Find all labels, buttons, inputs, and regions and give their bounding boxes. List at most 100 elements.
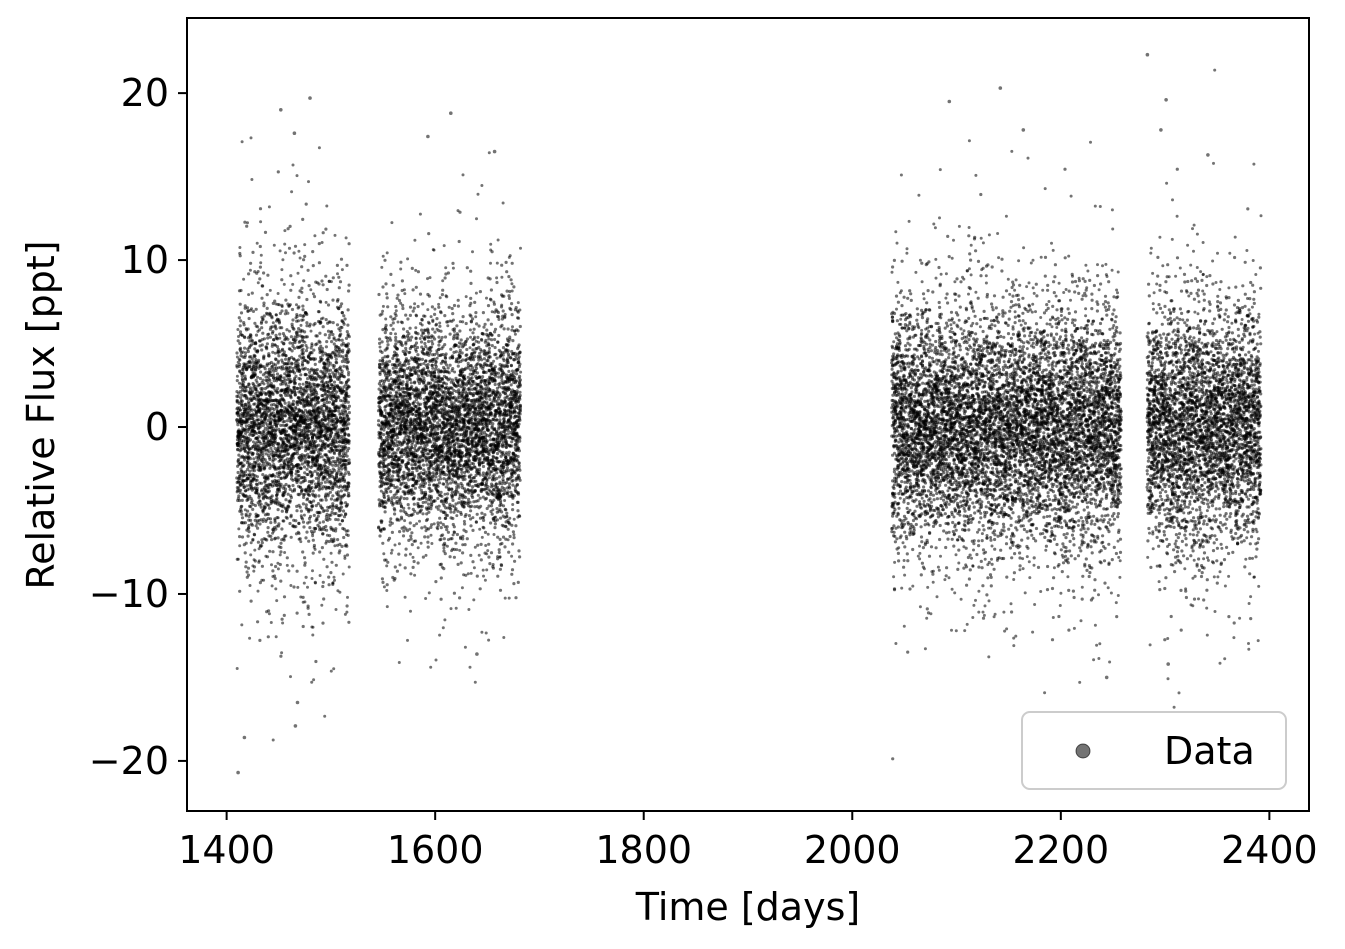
- data-point: [257, 435, 261, 439]
- data-point: [328, 475, 332, 479]
- data-point: [391, 474, 395, 478]
- data-point: [274, 403, 278, 407]
- data-point: [244, 512, 248, 517]
- data-point: [321, 584, 325, 589]
- data-point: [324, 274, 328, 278]
- data-point: [276, 516, 280, 520]
- data-point: [416, 374, 421, 378]
- data-point: [270, 584, 274, 588]
- data-point: [393, 317, 397, 321]
- data-point: [347, 462, 351, 465]
- data-point: [298, 485, 302, 489]
- data-point: [277, 359, 281, 363]
- data-point: [303, 561, 307, 565]
- data-point: [268, 384, 272, 388]
- data-point: [305, 321, 309, 325]
- data-point: [338, 416, 342, 420]
- data-point: [240, 516, 245, 520]
- data-point: [345, 365, 349, 369]
- data-point: [238, 589, 242, 593]
- data-point: [331, 507, 335, 511]
- data-point: [384, 282, 388, 286]
- data-point: [261, 473, 265, 477]
- data-point: [296, 319, 300, 323]
- data-point: [277, 402, 281, 405]
- data-point: [340, 467, 344, 471]
- data-point: [281, 440, 285, 444]
- data-point: [260, 488, 264, 492]
- data-point: [396, 293, 400, 297]
- data-point: [280, 340, 284, 344]
- data-point: [289, 335, 293, 339]
- data-point: [250, 408, 254, 412]
- data-point: [319, 300, 323, 304]
- data-point: [323, 446, 327, 450]
- data-point: [325, 358, 329, 362]
- data-point: [252, 533, 257, 537]
- data-point: [237, 381, 241, 385]
- data-point: [266, 273, 270, 277]
- data-point: [404, 313, 408, 317]
- data-point: [297, 445, 301, 449]
- data-point: [269, 381, 273, 386]
- data-point: [297, 249, 301, 253]
- data-point: [261, 461, 265, 465]
- data-point: [260, 296, 264, 300]
- data-point: [253, 321, 257, 325]
- data-point: [272, 373, 276, 377]
- data-point: [244, 388, 248, 393]
- data-point: [282, 282, 286, 286]
- data-point: [271, 364, 274, 368]
- data-point: [347, 394, 351, 398]
- data-point: [403, 440, 407, 444]
- data-point: [264, 452, 268, 456]
- data-point: [284, 458, 287, 462]
- data-point: [304, 344, 308, 347]
- data-point: [320, 498, 324, 502]
- data-point: [410, 385, 414, 389]
- data-point: [245, 363, 249, 367]
- data-point: [243, 551, 247, 555]
- data-point: [239, 399, 243, 402]
- data-point: [244, 489, 248, 493]
- data-point: [326, 470, 330, 473]
- data-point: [236, 557, 240, 561]
- data-point: [261, 456, 265, 460]
- data-point: [267, 609, 271, 613]
- data-point: [273, 536, 278, 540]
- data-point: [389, 338, 393, 342]
- data-point: [291, 338, 295, 342]
- data-point: [332, 380, 337, 384]
- data-points: [235, 52, 1263, 775]
- data-point: [251, 538, 255, 542]
- data-point: [331, 581, 335, 585]
- data-point: [318, 320, 322, 324]
- data-point: [238, 358, 242, 362]
- data-point: [252, 477, 256, 481]
- data-point: [320, 448, 324, 452]
- data-point: [298, 369, 302, 373]
- data-point: [331, 444, 335, 448]
- data-point: [248, 339, 252, 343]
- data-point: [288, 499, 292, 503]
- data-point: [295, 174, 299, 178]
- data-point: [395, 569, 399, 573]
- data-point: [381, 541, 385, 545]
- data-point: [289, 535, 293, 539]
- data-point: [313, 527, 317, 531]
- data-point: [238, 544, 242, 548]
- data-point: [239, 509, 243, 513]
- data-point: [320, 430, 324, 434]
- data-point: [406, 503, 410, 507]
- data-point: [380, 340, 384, 344]
- data-point: [262, 314, 266, 318]
- data-point: [292, 402, 296, 406]
- data-point: [246, 509, 250, 513]
- data-point: [241, 371, 245, 375]
- data-point: [394, 342, 398, 346]
- data-point: [240, 374, 244, 378]
- data-point: [415, 454, 419, 458]
- data-point: [239, 396, 243, 400]
- data-point: [273, 363, 278, 367]
- data-point: [326, 422, 330, 426]
